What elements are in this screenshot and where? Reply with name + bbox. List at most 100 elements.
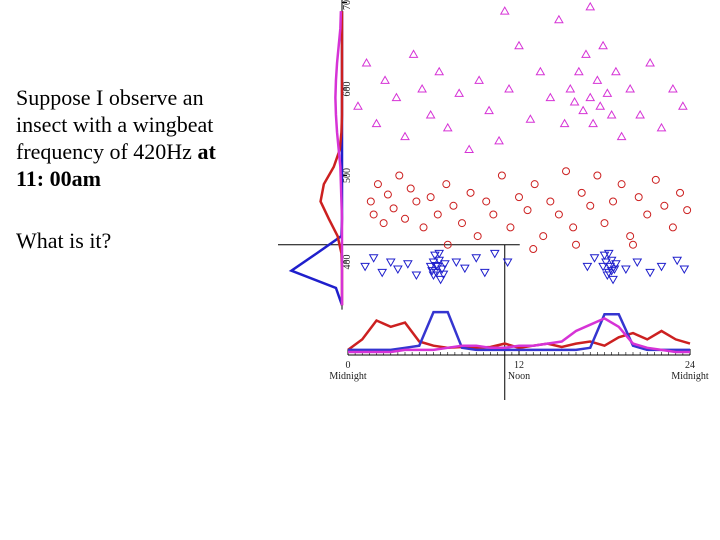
point xyxy=(459,264,470,274)
point xyxy=(385,258,396,268)
point xyxy=(635,109,645,119)
point xyxy=(451,258,462,268)
point xyxy=(626,232,635,241)
point xyxy=(458,219,466,228)
point xyxy=(479,268,490,278)
x-tick-label: 0 xyxy=(346,360,351,371)
x-tick-name: Midnight xyxy=(671,371,708,382)
point xyxy=(660,201,669,210)
point xyxy=(379,219,388,228)
x-tick-label: 24 xyxy=(685,360,695,371)
point xyxy=(554,14,564,24)
point xyxy=(606,109,617,119)
activity-line xyxy=(348,316,690,354)
point xyxy=(380,75,390,84)
point xyxy=(582,262,593,272)
activity-line xyxy=(348,310,690,352)
point xyxy=(683,206,692,215)
point xyxy=(645,268,655,278)
point xyxy=(464,144,474,154)
point xyxy=(643,210,652,219)
point xyxy=(601,258,611,268)
point xyxy=(539,232,548,241)
point xyxy=(598,40,608,50)
point xyxy=(401,214,409,223)
point xyxy=(425,109,436,119)
point xyxy=(672,256,683,266)
x-tick-name: Midnight xyxy=(329,371,366,382)
point xyxy=(431,261,442,271)
point xyxy=(578,105,588,115)
point xyxy=(569,96,580,106)
point xyxy=(373,180,382,189)
point xyxy=(489,249,500,259)
point xyxy=(645,58,655,67)
point xyxy=(608,275,618,285)
point xyxy=(529,245,538,254)
point xyxy=(572,240,580,249)
prompt-time: at 11: 00am xyxy=(16,139,216,191)
point xyxy=(629,240,637,249)
point xyxy=(411,271,422,281)
point xyxy=(598,262,608,272)
point xyxy=(593,171,602,180)
point xyxy=(430,251,440,261)
point xyxy=(442,122,453,132)
point xyxy=(400,131,410,141)
point xyxy=(656,262,667,272)
point xyxy=(625,83,636,93)
point xyxy=(668,83,678,93)
point xyxy=(402,260,413,269)
point xyxy=(406,184,415,193)
point xyxy=(676,188,685,197)
point xyxy=(395,171,404,180)
point xyxy=(466,188,475,197)
point xyxy=(611,66,621,76)
point xyxy=(514,40,524,50)
point xyxy=(546,197,555,206)
point xyxy=(419,223,428,232)
point xyxy=(605,262,616,272)
point xyxy=(442,180,451,189)
point xyxy=(360,262,370,272)
point xyxy=(417,83,427,93)
point xyxy=(602,88,613,97)
density-curve xyxy=(334,11,344,306)
point xyxy=(588,118,598,128)
point xyxy=(634,193,643,202)
point xyxy=(426,193,435,202)
point xyxy=(383,190,392,199)
point xyxy=(502,258,513,268)
point xyxy=(602,271,613,281)
point xyxy=(425,262,436,272)
point xyxy=(434,66,445,76)
point xyxy=(489,210,498,219)
point xyxy=(391,92,402,102)
point xyxy=(499,6,510,15)
point xyxy=(427,267,437,276)
point xyxy=(523,206,532,215)
point xyxy=(525,114,536,123)
point xyxy=(433,210,442,219)
point xyxy=(603,249,614,259)
point xyxy=(454,88,465,97)
y-tick-label: 400 xyxy=(342,255,353,270)
point xyxy=(369,210,378,219)
point xyxy=(559,118,570,128)
point xyxy=(361,58,372,67)
point xyxy=(565,83,576,93)
point xyxy=(609,197,618,206)
y-tick-label: 500 xyxy=(342,168,353,183)
point xyxy=(585,92,596,102)
point xyxy=(589,254,600,263)
point xyxy=(471,254,482,263)
point xyxy=(585,1,596,11)
point xyxy=(506,223,515,232)
point xyxy=(599,251,610,261)
point xyxy=(535,66,546,76)
point xyxy=(438,270,449,280)
point xyxy=(573,66,584,76)
point xyxy=(586,201,595,210)
point xyxy=(484,105,494,115)
